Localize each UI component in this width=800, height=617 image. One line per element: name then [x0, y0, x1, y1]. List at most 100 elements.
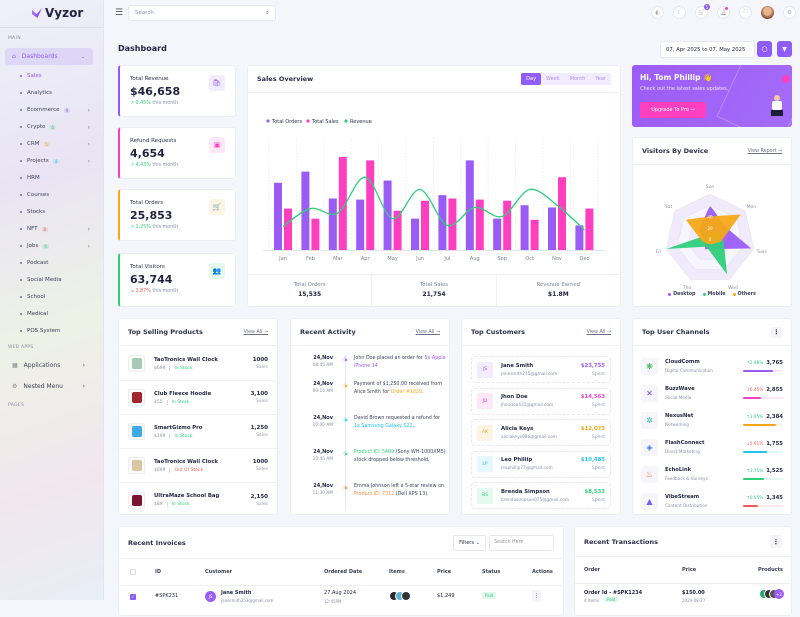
product-row[interactable]: TaoTronics Wall Clock $699 Out Of Stock 100… — [119, 449, 277, 483]
sidebar-item-nft[interactable]: NFT 8 › — [20, 226, 90, 233]
sidebar-item-applications[interactable]: ▦ Applications › — [5, 357, 93, 374]
product-row[interactable]: TaoTronics Wall Clock $699 In Stock 1000 Sal… — [119, 347, 277, 381]
more-options-icon[interactable]: ⋮ — [771, 326, 782, 338]
tab-week[interactable]: Week — [546, 76, 560, 82]
bell-button[interactable]: 🔔 — [717, 6, 730, 19]
sidebar-item-hrm[interactable]: HRM — [20, 175, 90, 181]
tab-month[interactable]: Month — [569, 76, 586, 82]
invoice-row[interactable]: ✓ #SPK231 JS Jane Smith janesmith253@gmail.c… — [119, 587, 563, 617]
fullscreen-button[interactable]: ⛶ — [739, 6, 752, 19]
activity-link[interactable]: Product ID: 7312 — [354, 492, 395, 498]
sidebar-item-medical[interactable]: Medical — [20, 311, 90, 317]
bar-total-sales[interactable] — [448, 198, 457, 250]
column-header-price[interactable]: Price — [437, 569, 452, 575]
bar-total-sales[interactable] — [393, 210, 402, 250]
customer-row[interactable]: LP Leo Phillip leophillip77@gmail.com $10,4… — [471, 450, 611, 478]
bar-total-sales[interactable] — [284, 208, 292, 250]
sidebar-item-sales[interactable]: Sales — [20, 73, 90, 79]
activity-link[interactable]: 5x Apple iPhone 14 — [354, 356, 446, 370]
column-header-ordered-date[interactable]: Ordered Date — [324, 569, 363, 575]
view-all-link[interactable]: View All → — [243, 329, 268, 335]
user-avatar[interactable] — [761, 6, 774, 19]
view-report-link[interactable]: View Report → — [747, 148, 782, 154]
channel-row[interactable]: ✕ BuzzWave Social Media ↓6.45% 2,855 — [633, 381, 791, 405]
bar-total-sales[interactable] — [558, 177, 566, 250]
customer-row[interactable]: BS Brenda Simpson brendasimpson075@gmail.c… — [471, 482, 611, 509]
customer-row[interactable]: JD Jhon Doe jhondoe431@gmail.com $14,563 Spe… — [471, 387, 611, 415]
sidebar-item-projects[interactable]: Projects 4 › — [20, 158, 90, 165]
view-all-link[interactable]: View All → — [586, 329, 611, 335]
tab-day[interactable]: Day — [521, 73, 542, 85]
date-range-picker[interactable]: 07, Apr 2025 to 07, May 2025 — [660, 41, 755, 58]
product-row[interactable]: SmartGizmo Pro $199 In Stock 1,250 Sales — [119, 415, 277, 449]
product-row[interactable]: Club Fleece Hoodie $55 In Stock 3,100 Sales — [119, 381, 277, 415]
activity-link[interactable]: Order #1020 — [390, 390, 423, 396]
column-header-order[interactable]: Order — [584, 567, 601, 573]
select-all-checkbox[interactable] — [130, 569, 136, 575]
upgrade-button[interactable]: Upgrade To Pro → — [640, 102, 706, 118]
bar-total-orders[interactable] — [328, 198, 337, 250]
bar-total-orders[interactable] — [520, 205, 529, 250]
bar-total-orders[interactable] — [274, 182, 282, 250]
row-checkbox[interactable]: ✓ — [130, 594, 136, 600]
bar-total-sales[interactable] — [585, 208, 594, 250]
row-actions-button[interactable]: ⋮ — [532, 590, 541, 602]
sidebar-item-stocks[interactable]: Stocks — [20, 209, 90, 215]
column-header-id[interactable]: ID — [155, 569, 162, 575]
column-header-price[interactable]: Price — [682, 567, 697, 573]
bar-total-orders[interactable] — [575, 225, 584, 250]
sidebar-item-dashboards[interactable]: ⌂ Dashboards ⌄ — [5, 48, 93, 65]
filters-dropdown[interactable]: Filters ⌄ — [453, 534, 486, 551]
sidebar-item-analytics[interactable]: Analytics — [20, 90, 90, 96]
channel-row[interactable]: ◈ FlashConnect Direct Marketing ↓5.91% 1,755 — [633, 435, 791, 459]
product-row[interactable]: UltraMaze School Bag $89 In Stock 2,150 Sale… — [119, 483, 277, 517]
tab-year[interactable]: Year — [595, 76, 606, 82]
activity-link[interactable]: 1x Samsung Galaxy S22 — [354, 424, 413, 430]
menu-toggle-icon[interactable]: ☰ — [115, 8, 124, 18]
radar-series-others[interactable] — [685, 214, 741, 245]
channel-row[interactable]: ✲ NexusNet Networking ↑1.95% 2,384 — [633, 408, 791, 432]
sidebar-item-jobs[interactable]: Jobs 6 › — [20, 243, 90, 250]
channel-row[interactable]: ❋ CloudComm Digital Communication ↑2.98% 3,7… — [633, 354, 791, 378]
bar-total-sales[interactable] — [503, 200, 512, 250]
bar-total-sales[interactable] — [366, 160, 375, 250]
channel-row[interactable]: ▲ VibeStream Content Distribution ↑0.95% 1,3… — [633, 489, 791, 513]
gear-button[interactable]: ⚙ — [783, 6, 796, 19]
bar-total-sales[interactable] — [530, 219, 539, 250]
sidebar-item-crypto[interactable]: Crypto 6 › — [20, 124, 90, 131]
bar-total-orders[interactable] — [356, 199, 365, 250]
moon-button[interactable]: ☾ — [673, 6, 686, 19]
view-all-link[interactable]: View All → — [415, 329, 440, 335]
sidebar-item-school[interactable]: School — [20, 294, 90, 300]
transaction-row[interactable]: Order Id - #SPK1234 4 Items Paid $150.00 202… — [575, 585, 791, 615]
bar-total-sales[interactable] — [338, 157, 347, 250]
column-header-actions[interactable]: Actions — [532, 569, 553, 575]
filter-button[interactable]: ▼ — [777, 41, 792, 57]
invoice-search-input[interactable]: Search Here — [489, 534, 554, 551]
bar-total-orders[interactable] — [493, 218, 502, 250]
sidebar-item-nested-menu[interactable]: ⚙ Nested Menu › — [5, 378, 93, 395]
bar-total-sales[interactable] — [475, 199, 484, 250]
column-header-items[interactable]: Items — [389, 569, 405, 575]
sidebar-item-podcast[interactable]: Podcast — [20, 260, 90, 266]
cart-button[interactable]: 🛒 5 — [695, 4, 710, 19]
refresh-button[interactable]: ○ — [757, 41, 772, 57]
bar-total-orders[interactable] — [411, 218, 419, 250]
sidebar-item-courses[interactable]: Courses — [20, 192, 90, 198]
bar-total-orders[interactable] — [438, 195, 447, 250]
customer-row[interactable]: AK Alicia Keys aliciakeys986@gmail.com $12,… — [471, 419, 611, 446]
palette-button[interactable]: ◐ — [651, 6, 664, 19]
sidebar-item-ecommerce[interactable]: Ecommerce 9 › — [20, 107, 90, 114]
brand-logo[interactable]: Vyzor — [32, 6, 83, 20]
sidebar-item-crm[interactable]: CRM 5 › — [20, 141, 90, 148]
bar-total-orders[interactable] — [465, 160, 474, 250]
sidebar-item-pos-system[interactable]: POS System — [20, 328, 90, 334]
bar-total-sales[interactable] — [421, 200, 429, 250]
column-header-customer[interactable]: Customer — [205, 569, 233, 575]
column-header-status[interactable]: Status — [482, 569, 501, 575]
search-input[interactable]: Search ⌕ — [128, 5, 276, 21]
channel-row[interactable]: ♨ EchoLink Feedback & Surveys ↑3.75% 1,525 — [633, 462, 791, 486]
more-options-icon[interactable]: ⋮ — [770, 535, 782, 548]
bar-total-orders[interactable] — [548, 207, 556, 250]
bar-total-sales[interactable] — [311, 218, 320, 250]
